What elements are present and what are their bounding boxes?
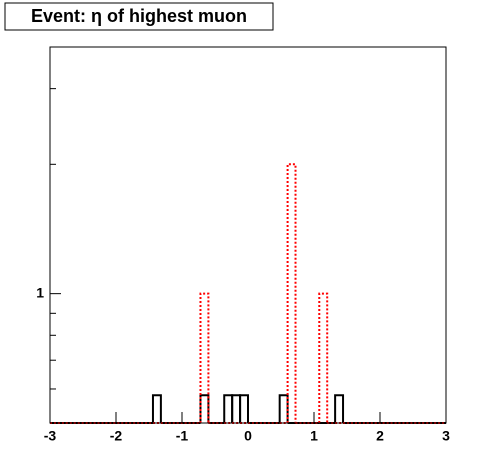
chart-title: Event: η of highest muon <box>31 6 247 26</box>
histogram-bin <box>334 394 345 423</box>
histogram-bin <box>239 394 249 423</box>
x-tick-label: 2 <box>376 428 384 444</box>
histogram-bin <box>278 394 289 423</box>
plot-frame <box>49 46 447 424</box>
histogram-bin <box>231 394 242 423</box>
x-tick-label: 3 <box>442 428 450 444</box>
x-tick-label: 0 <box>244 428 252 444</box>
histogram-bin <box>318 292 329 423</box>
x-tick-label: -2 <box>110 428 123 444</box>
x-tick-label: 1 <box>310 428 318 444</box>
histogram-bin <box>199 292 210 423</box>
title-box <box>4 2 274 31</box>
histogram-bin <box>199 394 210 423</box>
histogram-bin <box>151 394 162 423</box>
x-tick-label: -3 <box>44 428 57 444</box>
histogram-bin <box>223 394 234 423</box>
x-tick-label: -1 <box>176 428 189 444</box>
y-tick-label: 1 <box>36 284 44 300</box>
histogram-bin <box>286 163 297 423</box>
